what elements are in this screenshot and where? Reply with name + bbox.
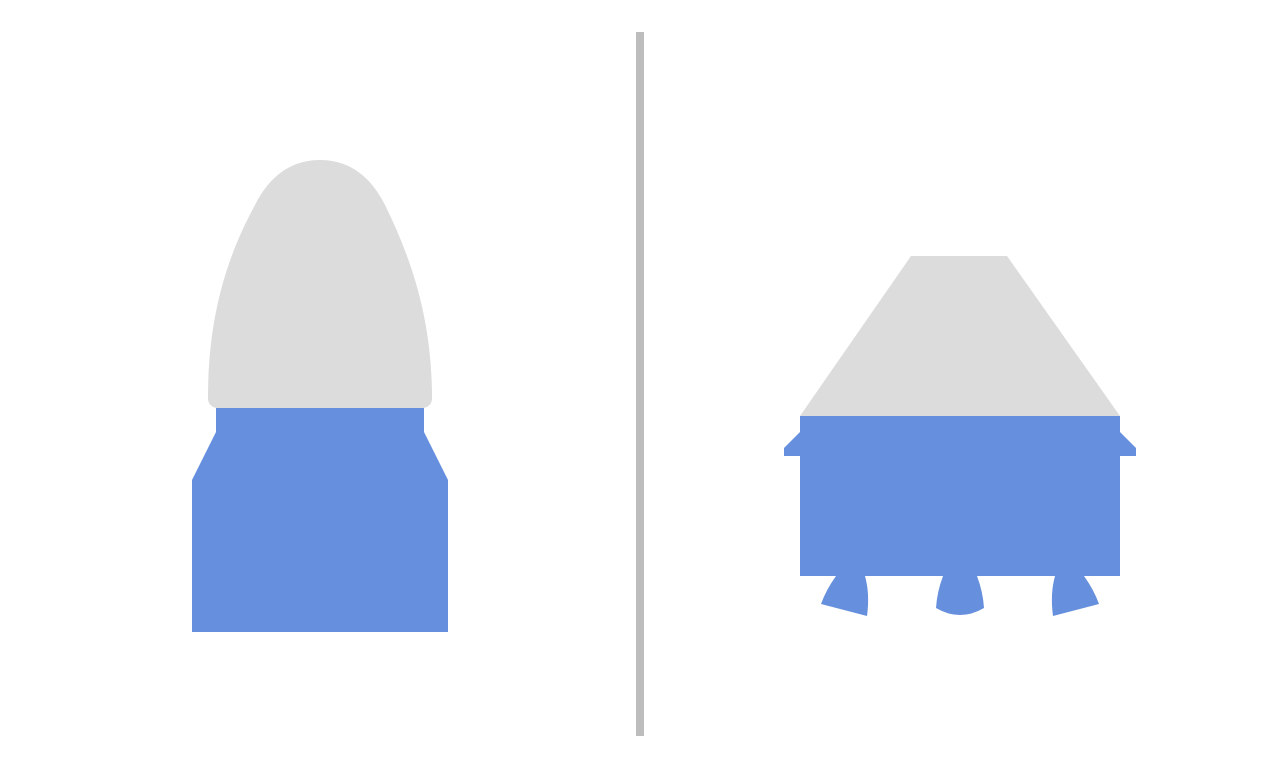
right-thruster-nozzle-icon	[1051, 576, 1099, 616]
right-body-block-icon	[800, 416, 1120, 576]
right-side-fin-icon	[1120, 432, 1136, 456]
right-capsule	[784, 256, 1136, 616]
right-cap-trapezoid-icon	[800, 256, 1120, 416]
panel-divider	[636, 32, 644, 736]
left-cap-dome-icon	[208, 160, 432, 408]
center-thruster-nozzle-icon	[936, 576, 984, 615]
left-capsule	[192, 160, 448, 632]
left-body-block-icon	[192, 408, 448, 632]
left-side-fin-icon	[784, 432, 800, 456]
left-thruster-nozzle-icon	[821, 576, 869, 616]
